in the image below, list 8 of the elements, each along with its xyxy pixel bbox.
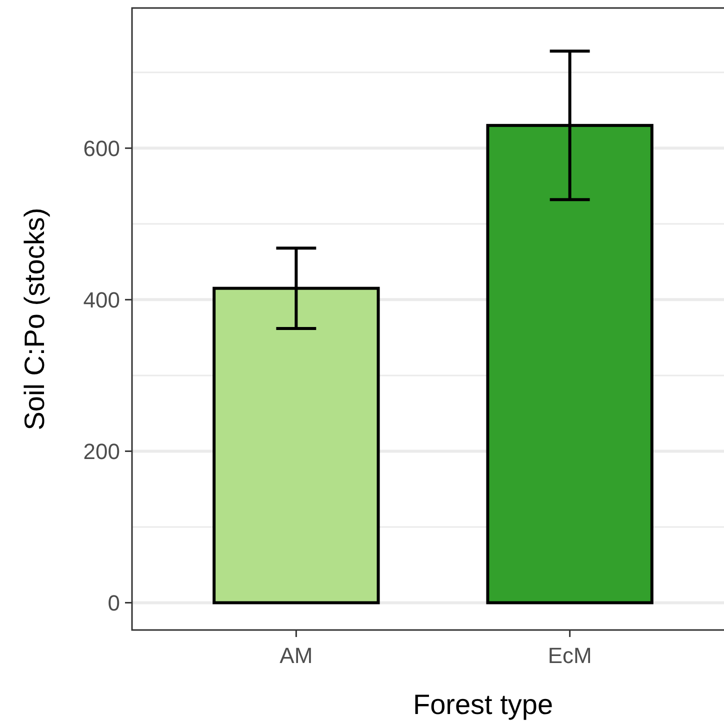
x-tick-label: EcM	[548, 643, 592, 668]
y-tick-label: 200	[83, 438, 120, 464]
y-tick-label: 0	[108, 590, 120, 616]
y-tick-label: 400	[83, 287, 120, 312]
x-tick-label: AM	[280, 643, 313, 668]
x-axis-title: Forest type	[412, 689, 554, 720]
y-tick-label: 600	[83, 136, 120, 161]
y-axis-title: Soil C:Po (stocks)	[19, 208, 50, 430]
